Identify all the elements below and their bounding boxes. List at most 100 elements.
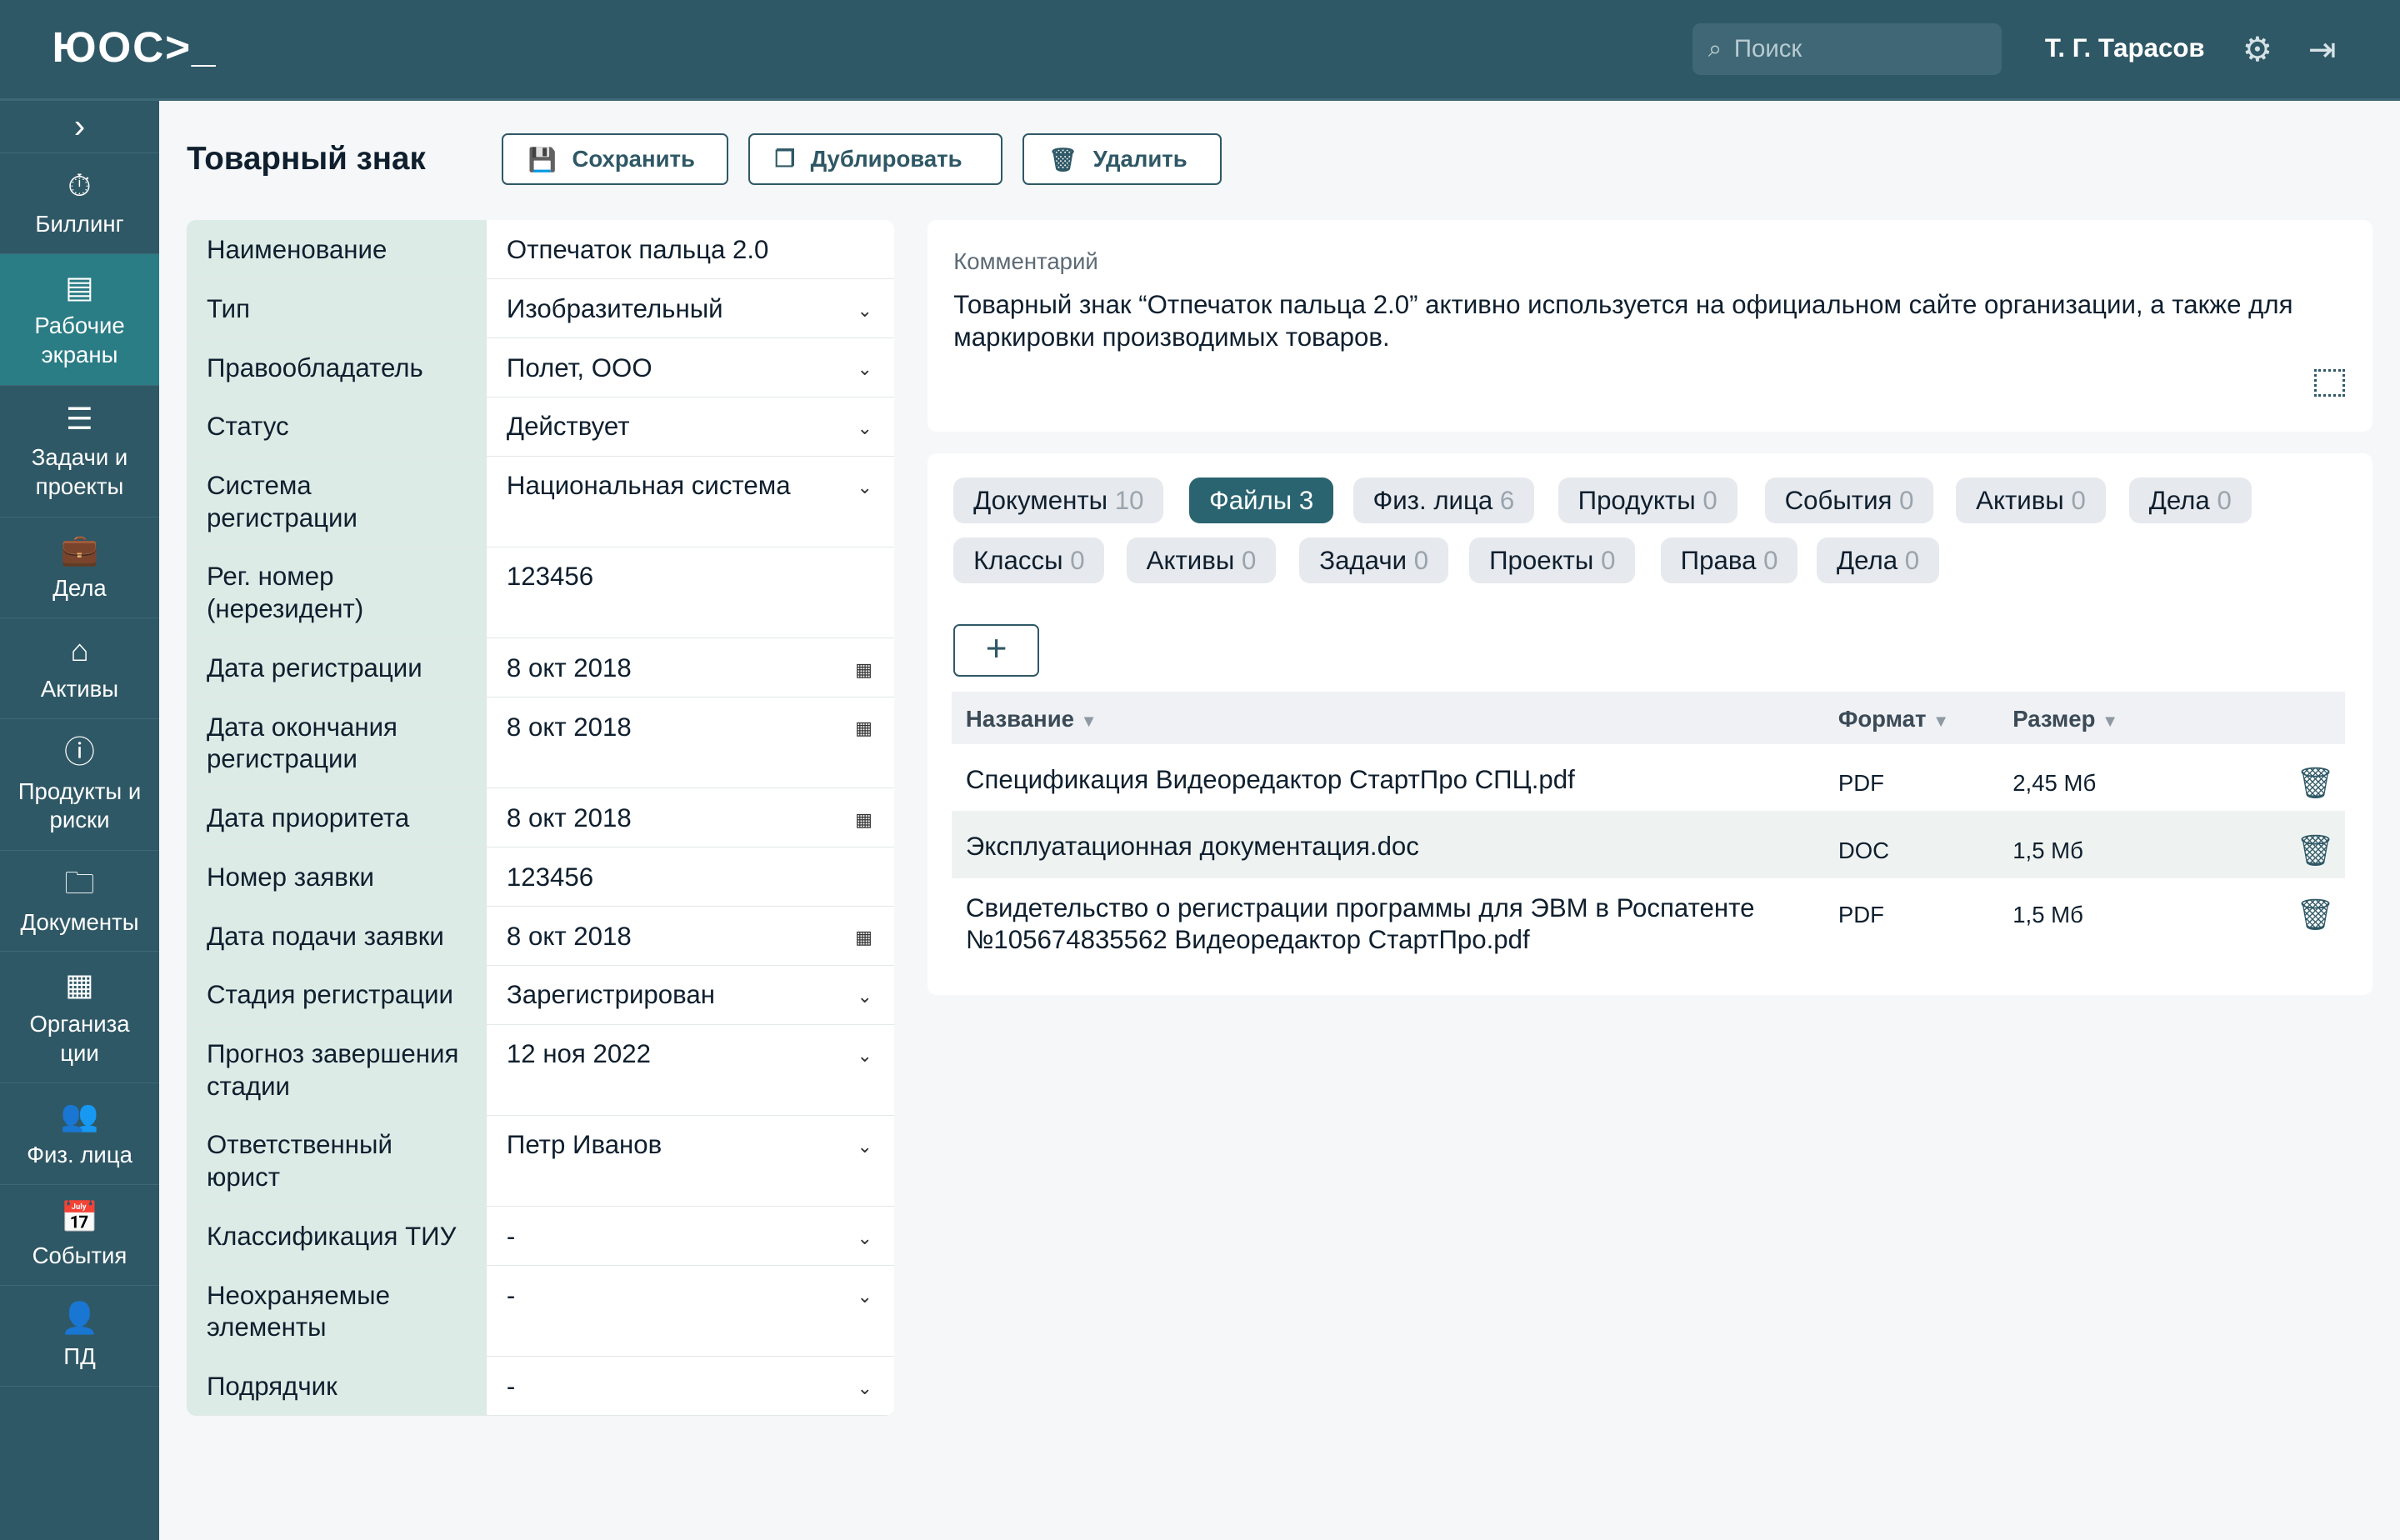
field-label: Наименование [187, 220, 488, 279]
field-value[interactable]: 8 окт 2018 ▦ [487, 638, 894, 697]
chevron-down-icon[interactable]: ⌄ [857, 1286, 872, 1308]
page-title: Товарный знак [187, 140, 426, 177]
tab-Права[interactable]: Права 0 [1660, 537, 1798, 583]
field-value[interactable]: Действует ⌄ [487, 398, 894, 456]
column-name[interactable]: Название ▼ [965, 705, 1098, 732]
trash-icon[interactable]: 🗑 [2296, 833, 2335, 868]
sidebar-item[interactable]: ⏱ Биллинг [0, 153, 160, 254]
file-name[interactable]: Спецификация Видеоредактор СтартПро СПЦ.… [965, 764, 1575, 794]
copy-icon: ❐ [774, 146, 796, 172]
tab-Активы[interactable]: Активы 0 [1956, 478, 2106, 524]
search-icon: ⌕ [1708, 34, 1722, 62]
file-name[interactable]: Свидетельство о регистрации программы дл… [965, 892, 1755, 955]
field-value[interactable]: Петр Иванов ⌄ [487, 1116, 894, 1206]
comment-label: Комментарий [953, 248, 1098, 274]
sidebar-item-label: Задачи и проекты [31, 444, 128, 500]
field-label: Неохраняемые элементы [187, 1266, 488, 1357]
chevron-down-icon[interactable]: ⌄ [857, 1136, 872, 1158]
tab-Классы[interactable]: Классы 0 [953, 537, 1105, 583]
sidebar-item-label: Рабочие экраны [34, 312, 125, 368]
field-value[interactable]: Зарегистрирован ⌄ [487, 966, 894, 1024]
duplicate-button[interactable]: ❐ Дублировать [748, 132, 1003, 186]
sidebar-item[interactable]: 📅 События [0, 1185, 160, 1286]
chevron-down-icon[interactable]: ⌄ [857, 476, 872, 498]
calendar-icon[interactable]: ▦ [855, 927, 872, 948]
trash-icon[interactable]: 🗑 [2296, 898, 2335, 932]
chevron-down-icon[interactable]: ⌄ [857, 986, 872, 1008]
table-row[interactable]: Свидетельство о регистрации программы дл… [952, 878, 2344, 982]
field-value[interactable]: 123456 [506, 562, 594, 592]
field-value[interactable]: Отпечаток пальца 2.0 [506, 235, 769, 264]
sidebar-item[interactable]: ▦ Организа ции [0, 952, 160, 1084]
trash-icon[interactable]: 🗑 [2296, 766, 2335, 801]
user-name[interactable]: Т. Г. Тарасов [2044, 33, 2205, 63]
sidebar-item[interactable]: 👤 ПД [0, 1286, 160, 1387]
field-value[interactable]: 8 окт 2018 ▦ [487, 788, 894, 847]
sidebar-item[interactable]: 👥 Физ. лица [0, 1083, 160, 1185]
field-value[interactable]: 8 окт 2018 ▦ [487, 698, 894, 788]
expand-icon[interactable] [2314, 368, 2345, 397]
tab-Проекты[interactable]: Проекты 0 [1469, 537, 1636, 583]
gear-icon[interactable]: ⚙ [2242, 29, 2272, 68]
field-value[interactable]: 8 окт 2018 ▦ [487, 907, 894, 965]
form-row: Рег. номер (нерезидент) 123456 [187, 547, 894, 639]
file-format: PDF [1838, 769, 1884, 796]
chevron-down-icon[interactable]: ⌄ [857, 299, 872, 321]
chevron-down-icon[interactable]: ⌄ [857, 1377, 872, 1398]
tab-Продукты[interactable]: Продукты 0 [1558, 478, 1738, 524]
field-label: Рег. номер (нерезидент) [187, 547, 488, 638]
logout-icon[interactable]: ⇥ [2308, 29, 2337, 68]
form-row: Номер заявки 123456 [187, 848, 894, 908]
tab-Дела[interactable]: Дела 0 [1817, 537, 1940, 583]
sidebar-item[interactable]: ⓘ Продукты и риски [0, 719, 160, 852]
field-label: Ответственный юрист [187, 1115, 488, 1207]
file-format: PDF [1838, 901, 1884, 928]
sidebar-item[interactable]: 🗀 Документы [0, 851, 160, 952]
calendar-icon[interactable]: ▦ [855, 808, 872, 830]
column-format[interactable]: Формат ▼ [1838, 705, 1950, 732]
tab-События[interactable]: События 0 [1764, 478, 1934, 524]
table-row[interactable]: Эксплуатационная документация.doc DOC 1,… [952, 811, 2345, 879]
field-value[interactable]: Национальная система ⌄ [487, 457, 894, 547]
table-row[interactable]: Спецификация Видеоредактор СтартПро СПЦ.… [952, 744, 2344, 812]
field-value[interactable]: - ⌄ [487, 1207, 894, 1265]
tab-Документы[interactable]: Документы 10 [953, 478, 1164, 524]
tab-Задачи[interactable]: Задачи 0 [1299, 537, 1448, 583]
calendar-icon: 📅 [60, 1199, 99, 1234]
tab-Дела[interactable]: Дела 0 [2128, 478, 2252, 524]
chevron-down-icon[interactable]: ⌄ [857, 358, 872, 380]
field-label: Дата регистрации [187, 638, 488, 698]
tab-Активы[interactable]: Активы 0 [1126, 537, 1277, 583]
field-value[interactable]: 12 ноя 2022 ⌄ [487, 1025, 894, 1115]
field-value[interactable]: - ⌄ [487, 1266, 894, 1356]
sidebar-item-label: Организа ции [29, 1010, 130, 1066]
sidebar-item[interactable]: 💼 Дела [0, 518, 160, 618]
tab-Физ. лица[interactable]: Физ. лица 6 [1352, 478, 1535, 524]
chevron-down-icon[interactable]: ⌄ [857, 1044, 872, 1066]
sidebar: › ⏱ Биллинг ▤ Рабочие экраны ☰ Задачи и проек… [0, 101, 160, 1540]
logo[interactable]: ЮОС>_ [52, 22, 218, 71]
search-input[interactable]: ⌕ Поиск [1692, 22, 2002, 75]
sidebar-item[interactable]: ⌂ Активы [0, 618, 160, 720]
calendar-icon[interactable]: ▦ [855, 718, 872, 739]
field-value[interactable]: 123456 [506, 862, 594, 892]
file-name[interactable]: Эксплуатационная документация.doc [965, 832, 1419, 862]
sidebar-item-label: Продукты и риски [18, 778, 142, 833]
save-button[interactable]: 💾 Сохранить [502, 132, 729, 186]
sidebar-item[interactable]: ☰ Задачи и проекты [0, 386, 160, 518]
file-format: DOC [1838, 837, 1890, 863]
expand-sidebar-button[interactable]: › [0, 101, 160, 153]
chevron-down-icon[interactable]: ⌄ [857, 418, 872, 439]
field-value[interactable]: Полет, ООО ⌄ [487, 338, 894, 397]
field-value[interactable]: Изобразительный ⌄ [487, 279, 894, 338]
sidebar-item-label: Биллинг [35, 211, 124, 238]
sidebar-item[interactable]: ▤ Рабочие экраны [0, 253, 160, 386]
column-size[interactable]: Размер ▼ [2012, 705, 2119, 732]
add-file-button[interactable]: + [953, 624, 1040, 677]
comment-text[interactable]: Товарный знак “Отпечаток пальца 2.0” акт… [953, 290, 2293, 352]
calendar-icon[interactable]: ▦ [855, 658, 872, 680]
field-value[interactable]: - ⌄ [487, 1357, 894, 1415]
tab-Файлы[interactable]: Файлы 3 [1189, 478, 1334, 524]
delete-button[interactable]: 🗑 Удалить [1022, 132, 1222, 186]
chevron-down-icon[interactable]: ⌄ [857, 1227, 872, 1248]
